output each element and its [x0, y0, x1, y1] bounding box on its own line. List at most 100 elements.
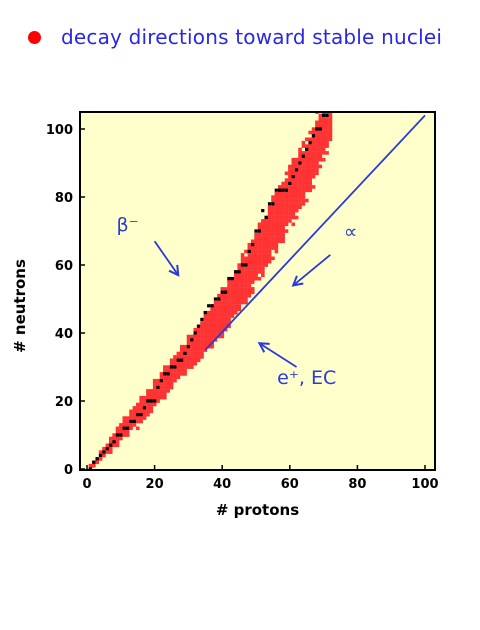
unstable-nucleus: [328, 117, 333, 121]
unstable-nucleus: [186, 355, 191, 359]
unstable-nucleus: [325, 144, 329, 148]
alpha-label: ∝: [344, 221, 358, 243]
unstable-nucleus: [152, 378, 157, 383]
stable-nucleus: [247, 249, 251, 253]
unstable-nucleus: [206, 321, 211, 325]
stable-nucleus: [227, 277, 231, 281]
stable-nucleus: [136, 413, 140, 417]
unstable-nucleus: [305, 178, 309, 182]
stable-nucleus: [186, 345, 190, 349]
unstable-nucleus: [183, 355, 187, 359]
unstable-nucleus: [288, 178, 292, 182]
unstable-nucleus: [186, 351, 191, 356]
unstable-nucleus: [169, 375, 174, 380]
unstable-nucleus: [247, 253, 252, 257]
unstable-nucleus: [213, 307, 218, 312]
unstable-nucleus: [301, 171, 306, 176]
unstable-nucleus: [237, 307, 241, 312]
unstable-nucleus: [156, 395, 160, 400]
unstable-nucleus: [315, 161, 319, 165]
unstable-nucleus: [244, 290, 248, 295]
unstable-nucleus: [250, 270, 255, 274]
unstable-nucleus: [261, 219, 265, 223]
stable-nucleus: [166, 372, 170, 376]
stable-nucleus: [210, 304, 214, 308]
unstable-nucleus: [166, 368, 171, 373]
unstable-nucleus: [254, 259, 258, 264]
unstable-nucleus: [267, 205, 272, 210]
unstable-nucleus: [115, 436, 120, 441]
unstable-nucleus: [294, 174, 299, 179]
unstable-nucleus: [277, 225, 282, 230]
unstable-nucleus: [288, 188, 292, 193]
unstable-nucleus: [274, 239, 279, 244]
unstable-nucleus: [108, 440, 113, 444]
unstable-nucleus: [274, 212, 279, 216]
unstable-nucleus: [152, 392, 157, 397]
stable-nucleus: [254, 229, 258, 233]
unstable-nucleus: [227, 307, 231, 312]
unstable-nucleus: [227, 290, 231, 295]
unstable-nucleus: [277, 212, 282, 216]
unstable-nucleus: [240, 266, 245, 271]
unstable-nucleus: [152, 385, 157, 390]
unstable-nucleus: [261, 239, 265, 244]
unstable-nucleus: [298, 195, 302, 199]
unstable-nucleus: [193, 334, 198, 339]
unstable-nucleus: [179, 355, 184, 359]
stable-nucleus: [88, 467, 92, 470]
unstable-nucleus: [288, 164, 292, 169]
unstable-nucleus: [230, 290, 235, 295]
unstable-nucleus: [318, 151, 323, 155]
unstable-nucleus: [176, 351, 181, 356]
unstable-nucleus: [247, 276, 252, 281]
unstable-nucleus: [311, 137, 316, 142]
stable-nucleus: [278, 188, 282, 192]
unstable-nucleus: [234, 280, 238, 284]
unstable-nucleus: [254, 246, 258, 250]
unstable-nucleus: [234, 287, 238, 291]
unstable-nucleus: [159, 382, 164, 386]
unstable-nucleus: [321, 134, 326, 138]
unstable-nucleus: [220, 287, 225, 291]
unstable-nucleus: [237, 280, 241, 284]
unstable-nucleus: [122, 423, 127, 427]
unstable-nucleus: [210, 331, 214, 335]
unstable-nucleus: [146, 412, 150, 417]
x-tick-label: 100: [411, 477, 438, 492]
unstable-nucleus: [237, 290, 241, 295]
unstable-nucleus: [159, 372, 164, 376]
x-tick-label: 0: [82, 477, 91, 492]
stable-nucleus: [220, 290, 224, 294]
unstable-nucleus: [281, 222, 285, 227]
unstable-nucleus: [115, 443, 120, 448]
unstable-nucleus: [284, 202, 289, 206]
unstable-nucleus: [139, 419, 143, 424]
unstable-nucleus: [230, 293, 235, 298]
unstable-nucleus: [142, 395, 147, 400]
unstable-nucleus: [281, 205, 285, 210]
unstable-nucleus: [277, 185, 282, 189]
unstable-nucleus: [95, 460, 100, 465]
unstable-nucleus: [217, 293, 221, 298]
unstable-nucleus: [203, 334, 208, 339]
unstable-nucleus: [271, 215, 275, 220]
unstable-nucleus: [281, 202, 285, 206]
unstable-nucleus: [186, 365, 191, 369]
unstable-nucleus: [169, 358, 174, 363]
unstable-nucleus: [244, 283, 248, 288]
unstable-nucleus: [213, 300, 218, 305]
unstable-nucleus: [250, 273, 255, 278]
unstable-nucleus: [291, 212, 296, 216]
unstable-nucleus: [217, 300, 221, 305]
unstable-nucleus: [301, 144, 306, 148]
unstable-nucleus: [250, 249, 255, 254]
unstable-nucleus: [267, 232, 272, 237]
y-tick-label: 20: [55, 395, 73, 410]
stable-nucleus: [183, 351, 187, 355]
x-axis-label: # protons: [216, 501, 299, 519]
unstable-nucleus: [315, 144, 319, 148]
unstable-nucleus: [288, 202, 292, 206]
unstable-nucleus: [196, 338, 201, 342]
unstable-nucleus: [237, 283, 241, 288]
